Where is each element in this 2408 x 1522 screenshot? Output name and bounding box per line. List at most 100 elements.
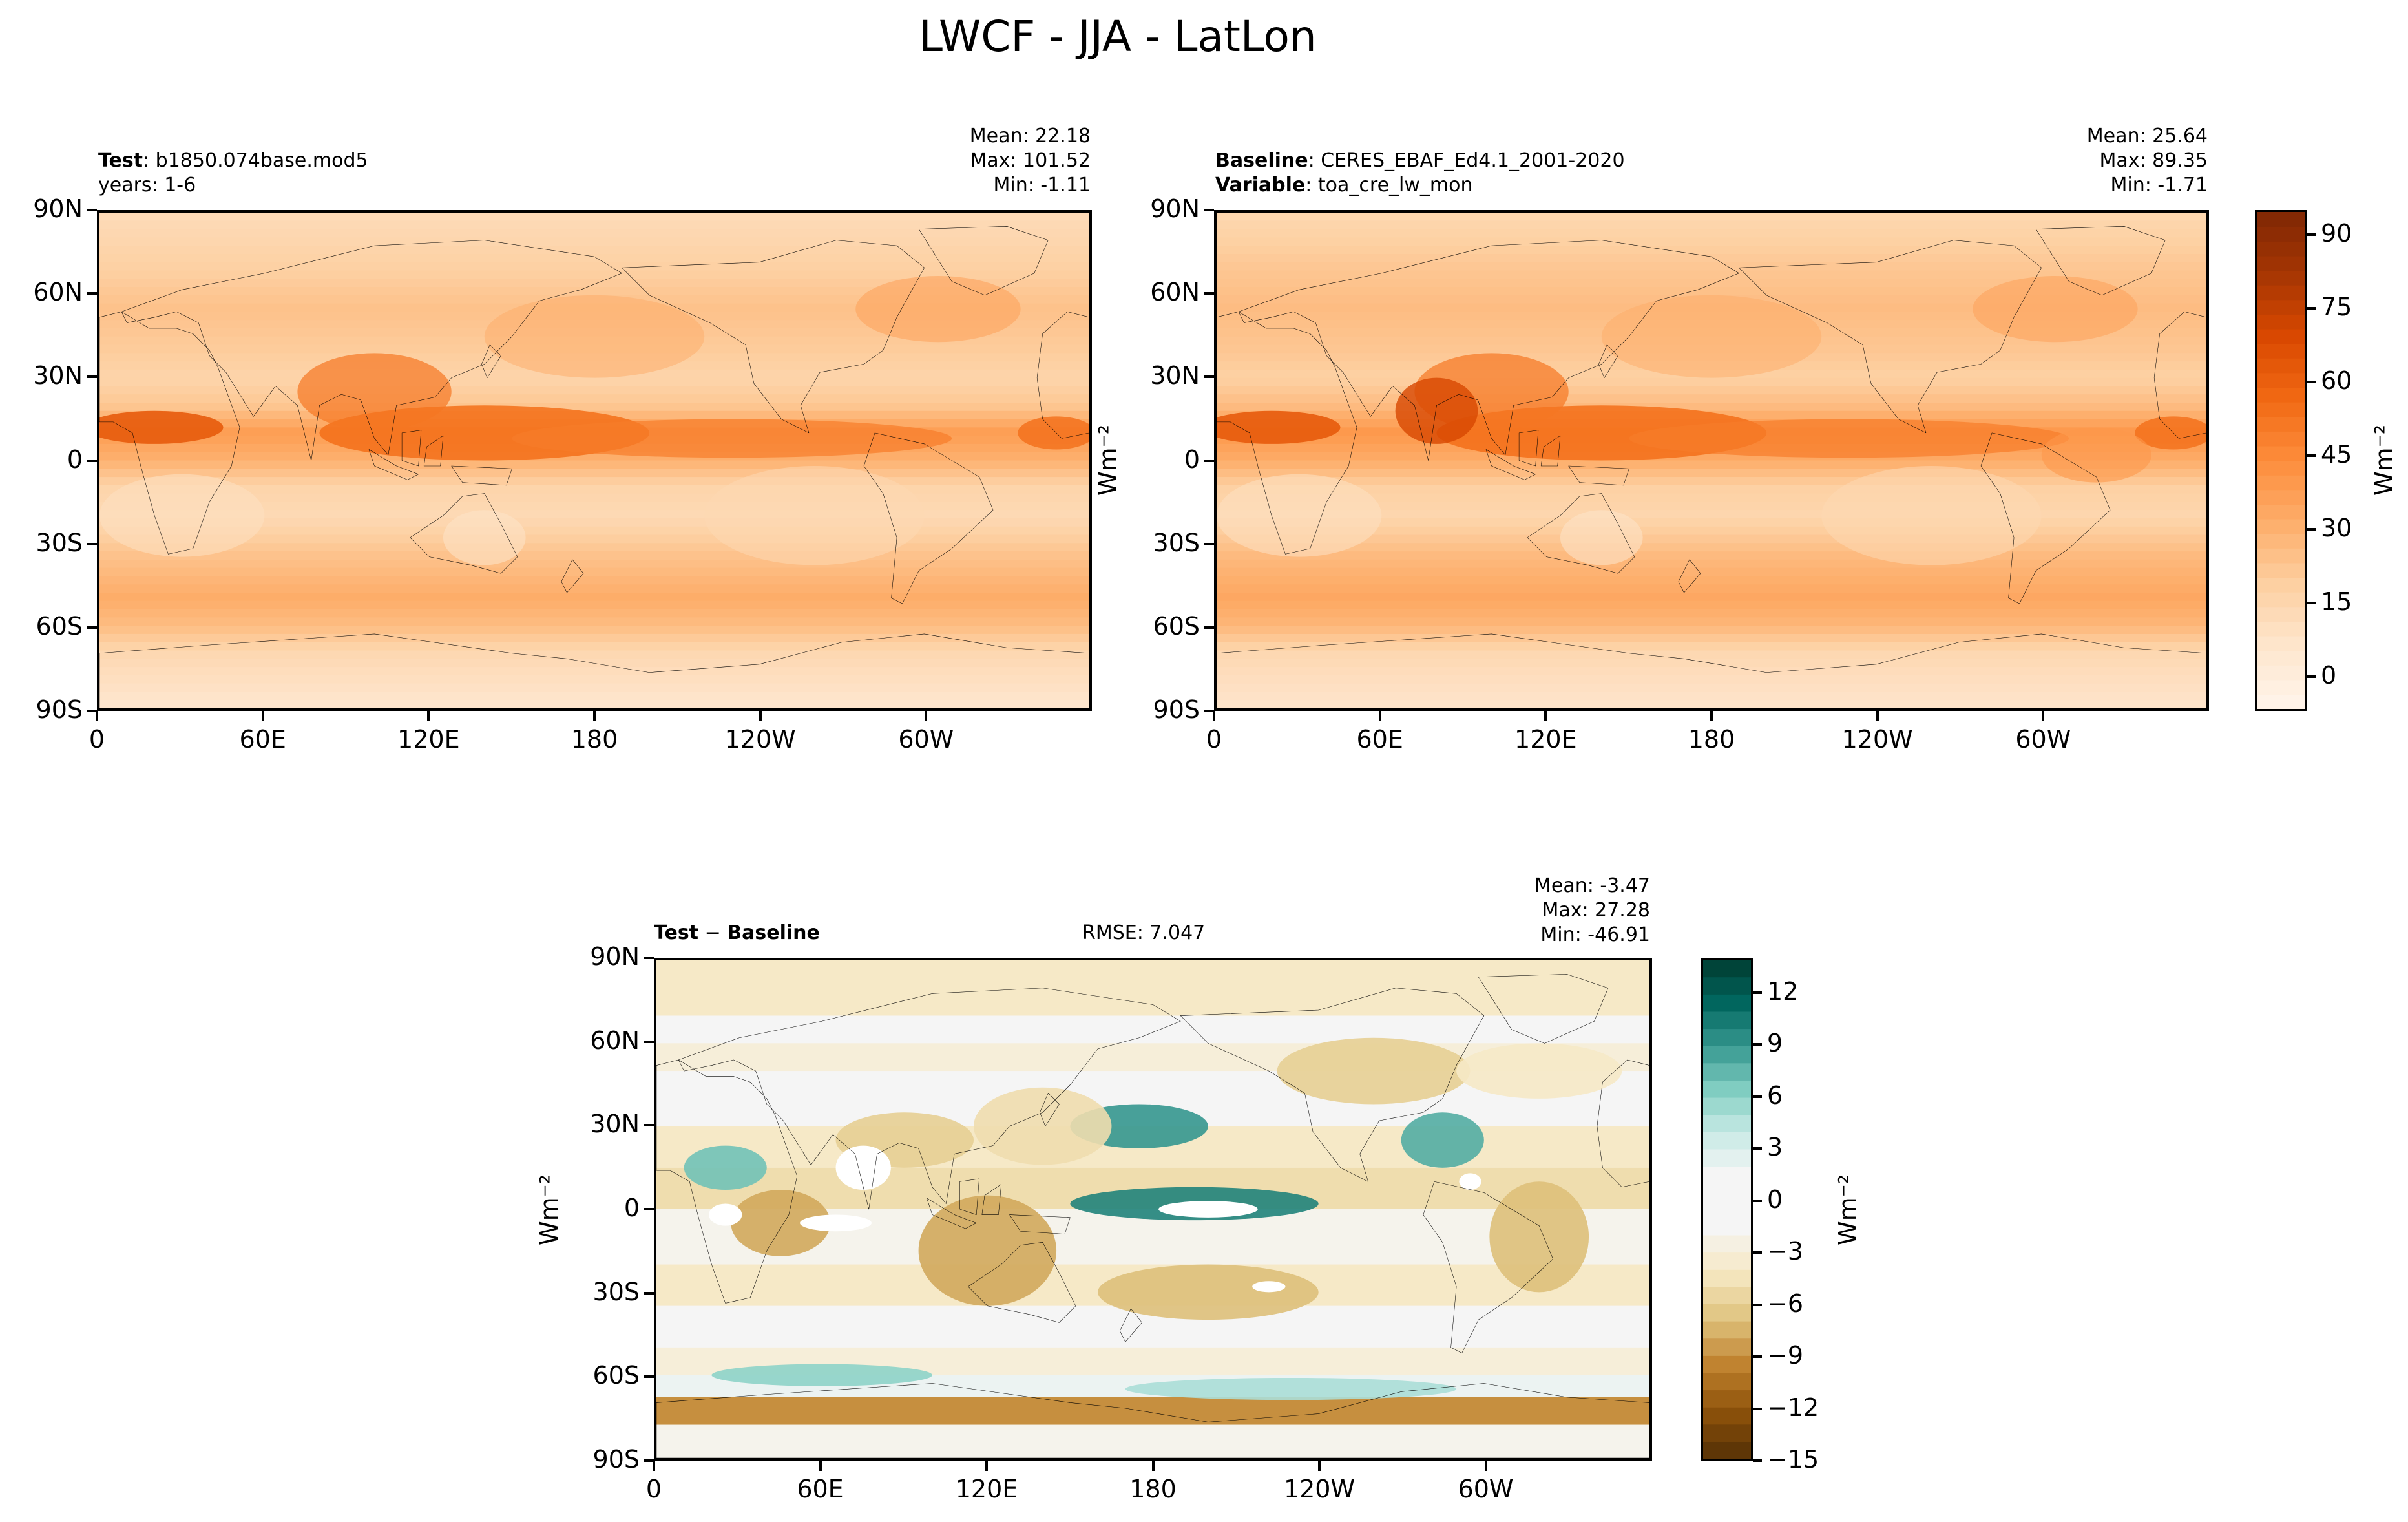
colorbar-level — [2257, 445, 2305, 461]
diff-colorbar-tick-label: −9 — [1767, 1341, 1804, 1370]
field-band — [1217, 403, 2206, 412]
field-band — [99, 667, 1089, 676]
coastline — [99, 634, 1089, 708]
field-feature — [1973, 276, 2138, 343]
diff-ytick-mark — [644, 1459, 654, 1462]
field-feature — [99, 410, 224, 444]
coastline — [99, 312, 240, 554]
diff-colorbar-tick-mark — [1753, 1303, 1762, 1306]
field-band — [99, 246, 1089, 255]
coastline — [2154, 312, 2206, 438]
main-colorbar-tick-label: 45 — [2321, 439, 2352, 469]
coastline — [482, 345, 501, 378]
colorbar-level — [1703, 977, 1751, 995]
field-band — [99, 386, 1089, 396]
colorbar-level — [1703, 1234, 1751, 1253]
field-band — [99, 593, 1089, 602]
diff-colorbar-tick-label: 12 — [1767, 977, 1799, 1006]
field-band — [99, 279, 1089, 288]
field-band — [99, 452, 1089, 461]
field-band — [1217, 633, 2206, 643]
baseline-xtick-label: 180 — [1688, 725, 1735, 754]
baseline-label: Baseline: CERES_EBAF_Ed4.1_2001-2020 — [1215, 149, 1625, 173]
test-xtick-mark — [96, 711, 98, 721]
field-feature — [1158, 1201, 1258, 1218]
colorbar-level — [2257, 343, 2305, 359]
diff-colorbar-tick-mark — [1753, 1043, 1762, 1046]
main-colorbar-svg — [2257, 212, 2305, 709]
test-label-rest: : b1850.074base.mod5 — [143, 149, 368, 172]
field-feature — [731, 1190, 830, 1256]
test-ytick-label: 90N — [33, 195, 83, 223]
diff-label-b: Baseline — [727, 922, 820, 944]
colorbar-level — [2257, 328, 2305, 344]
test-label-bold: Test — [98, 149, 143, 172]
field-feature — [918, 1195, 1057, 1306]
colorbar-level — [1703, 1390, 1751, 1408]
main-colorbar-tick-label: 75 — [2321, 292, 2352, 321]
diff-ytick-label: 90N — [590, 942, 640, 971]
colorbar-level — [2257, 592, 2305, 608]
colorbar-level — [2257, 431, 2305, 447]
coastline — [1040, 1093, 1059, 1126]
field-band — [1217, 262, 2206, 271]
field-band — [99, 270, 1089, 280]
field-band — [99, 543, 1089, 552]
coastline — [1981, 433, 2110, 604]
field-band — [99, 584, 1089, 593]
colorbar-level — [2257, 518, 2305, 534]
coastline — [1037, 312, 1089, 438]
colorbar-level — [1703, 1269, 1751, 1287]
field-band — [99, 213, 1089, 222]
diff-ytick-mark — [644, 1124, 654, 1127]
baseline-xtick-label: 60E — [1356, 725, 1403, 754]
diff-ytick-label: 90S — [592, 1445, 640, 1474]
field-feature — [684, 1145, 767, 1190]
colorbar-level — [2257, 650, 2305, 666]
coastline — [561, 560, 583, 593]
main-colorbar-tick-label: 0 — [2321, 661, 2337, 690]
colorbar-level — [2257, 285, 2305, 301]
colorbar-level — [1703, 1028, 1751, 1046]
diff-xtick-label: 180 — [1129, 1475, 1177, 1503]
field-band — [99, 600, 1089, 610]
baseline-stats: Mean: 25.64 Max: 89.35 Min: -1.71 — [2087, 124, 2208, 198]
test-stats: Mean: 22.18 Max: 101.52 Min: -1.11 — [970, 124, 1091, 198]
field-band — [1217, 609, 2206, 618]
field-band — [99, 253, 1089, 263]
diff-xtick-mark — [985, 1461, 988, 1471]
field-feature — [711, 1364, 932, 1386]
diff-ytick-label: 0 — [623, 1194, 640, 1222]
coastline — [1217, 312, 1357, 554]
test-ytick-label: 60N — [33, 278, 83, 307]
field-feature — [1401, 1112, 1484, 1168]
baseline-label-rest: : CERES_EBAF_Ed4.1_2001-2020 — [1308, 149, 1625, 172]
field-band — [99, 403, 1089, 412]
colorbar-level — [2257, 533, 2305, 549]
test-ytick-mark — [87, 710, 97, 712]
diff-xtick-mark — [819, 1461, 822, 1471]
baseline-max: Max: 89.35 — [2099, 149, 2208, 172]
main-colorbar — [2255, 210, 2307, 711]
baseline-map — [1214, 210, 2209, 711]
field-band — [656, 960, 1649, 1016]
coastline — [622, 240, 925, 433]
diff-xtick-label: 120W — [1283, 1475, 1356, 1503]
colorbar-level — [1703, 1114, 1751, 1132]
colorbar-level — [2257, 241, 2305, 257]
field-band — [1217, 559, 2206, 569]
field-band — [1217, 477, 2206, 486]
test-map — [97, 210, 1092, 711]
test-min: Min: -1.11 — [993, 174, 1091, 196]
coastline — [1569, 466, 1629, 485]
test-xtick-mark — [427, 711, 430, 721]
test-years: years: 1-6 — [98, 174, 196, 196]
main-colorbar-tick-mark — [2307, 527, 2316, 531]
colorbar-level — [1703, 1132, 1751, 1150]
field-band — [1217, 287, 2206, 296]
diff-label: Test − Baseline — [654, 921, 820, 946]
colorbar-level — [1703, 994, 1751, 1012]
test-xtick-label: 60W — [898, 725, 954, 754]
baseline-ytick-mark — [1204, 626, 1214, 629]
colorbar-level — [1703, 1183, 1751, 1201]
